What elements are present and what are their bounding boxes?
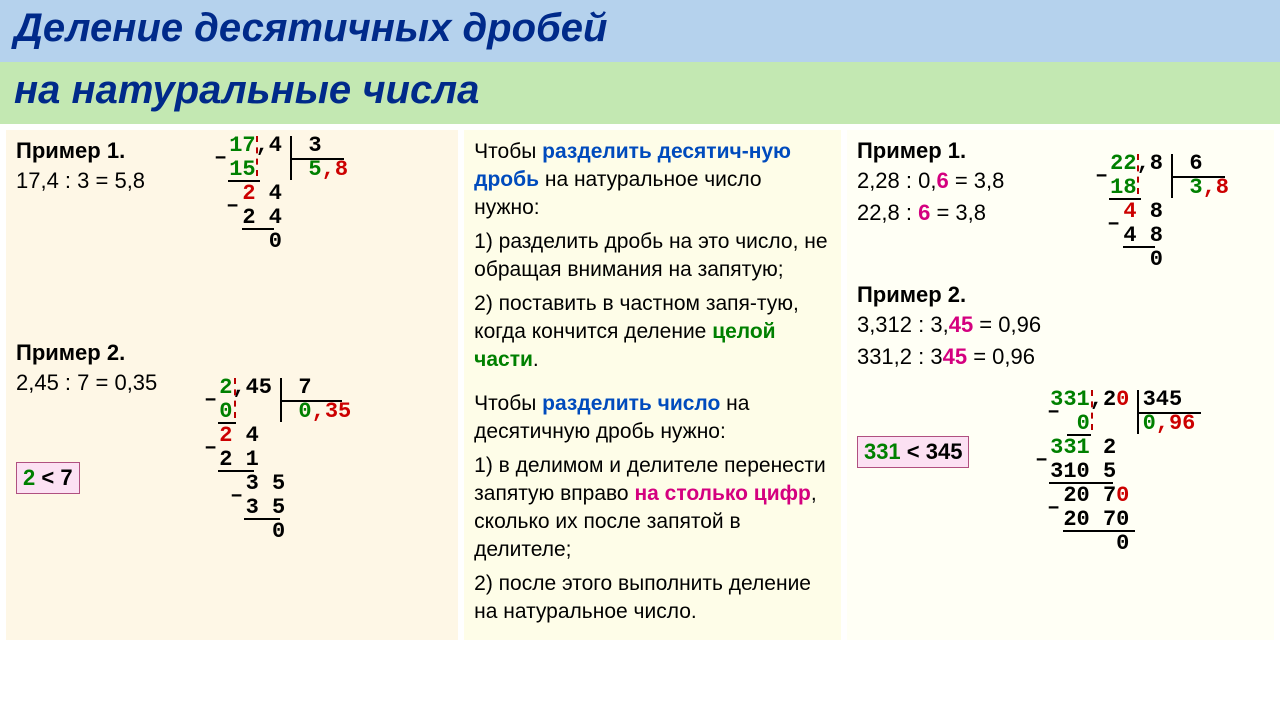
txt-blue: разделить число xyxy=(542,392,720,415)
ld1: 17,4 3 15 5,8 2 4 2 4 0 – – xyxy=(216,134,396,284)
left-ex2-head: Пример 2. xyxy=(16,340,448,366)
ld2: 2,45 7 0 0,35 2 4 2 1 3 5 3 5 0 – – – xyxy=(206,376,396,556)
right-ex2-eq2: 331,2 : 345 = 0,96 xyxy=(857,344,1264,370)
rule1-step2: 2) поставить в частном запя-тую, когда к… xyxy=(474,290,831,374)
cmp-331-345: 331 < 345 xyxy=(857,436,970,468)
col-left: Пример 1. 17,4 : 3 = 5,8 17,4 3 15 5,8 2… xyxy=(6,130,458,640)
rule2-intro: Чтобы разделить число на десятичную дроб… xyxy=(474,390,831,446)
rule1-step1: 1) разделить дробь на это число, не обра… xyxy=(474,228,831,284)
title-line-1: Деление десятичных дробей xyxy=(0,0,1280,62)
txt-mag: на столько цифр xyxy=(634,482,810,505)
main-columns: Пример 1. 17,4 : 3 = 5,8 17,4 3 15 5,8 2… xyxy=(0,124,1280,640)
txt: Чтобы xyxy=(474,392,542,415)
ld3: 22,8 6 18 3,8 4 8 4 8 0 – – xyxy=(1097,152,1277,302)
title-line-2: на натуральные числа xyxy=(0,62,1280,124)
txt: Чтобы xyxy=(474,140,542,163)
cmp-2-7: 2 < 7 xyxy=(16,462,80,494)
right-ex2-eq1: 3,312 : 3,45 = 0,96 xyxy=(857,312,1264,338)
ld4: 331,20 345 0 0,96 331 2 310 5 20 70 20 7… xyxy=(1037,388,1267,578)
rule2-step2: 2) после этого выполнить деление на нату… xyxy=(474,570,831,626)
rule1-intro: Чтобы разделить десятич-ную дробь на нат… xyxy=(474,138,831,222)
txt: . xyxy=(533,348,539,371)
rule2-step1: 1) в делимом и делителе перенести запяту… xyxy=(474,452,831,564)
col-right: Пример 1. 2,28 : 0,6 = 3,8 22,8 : 6 = 3,… xyxy=(847,130,1274,640)
col-middle: Чтобы разделить десятич-ную дробь на нат… xyxy=(464,130,841,640)
